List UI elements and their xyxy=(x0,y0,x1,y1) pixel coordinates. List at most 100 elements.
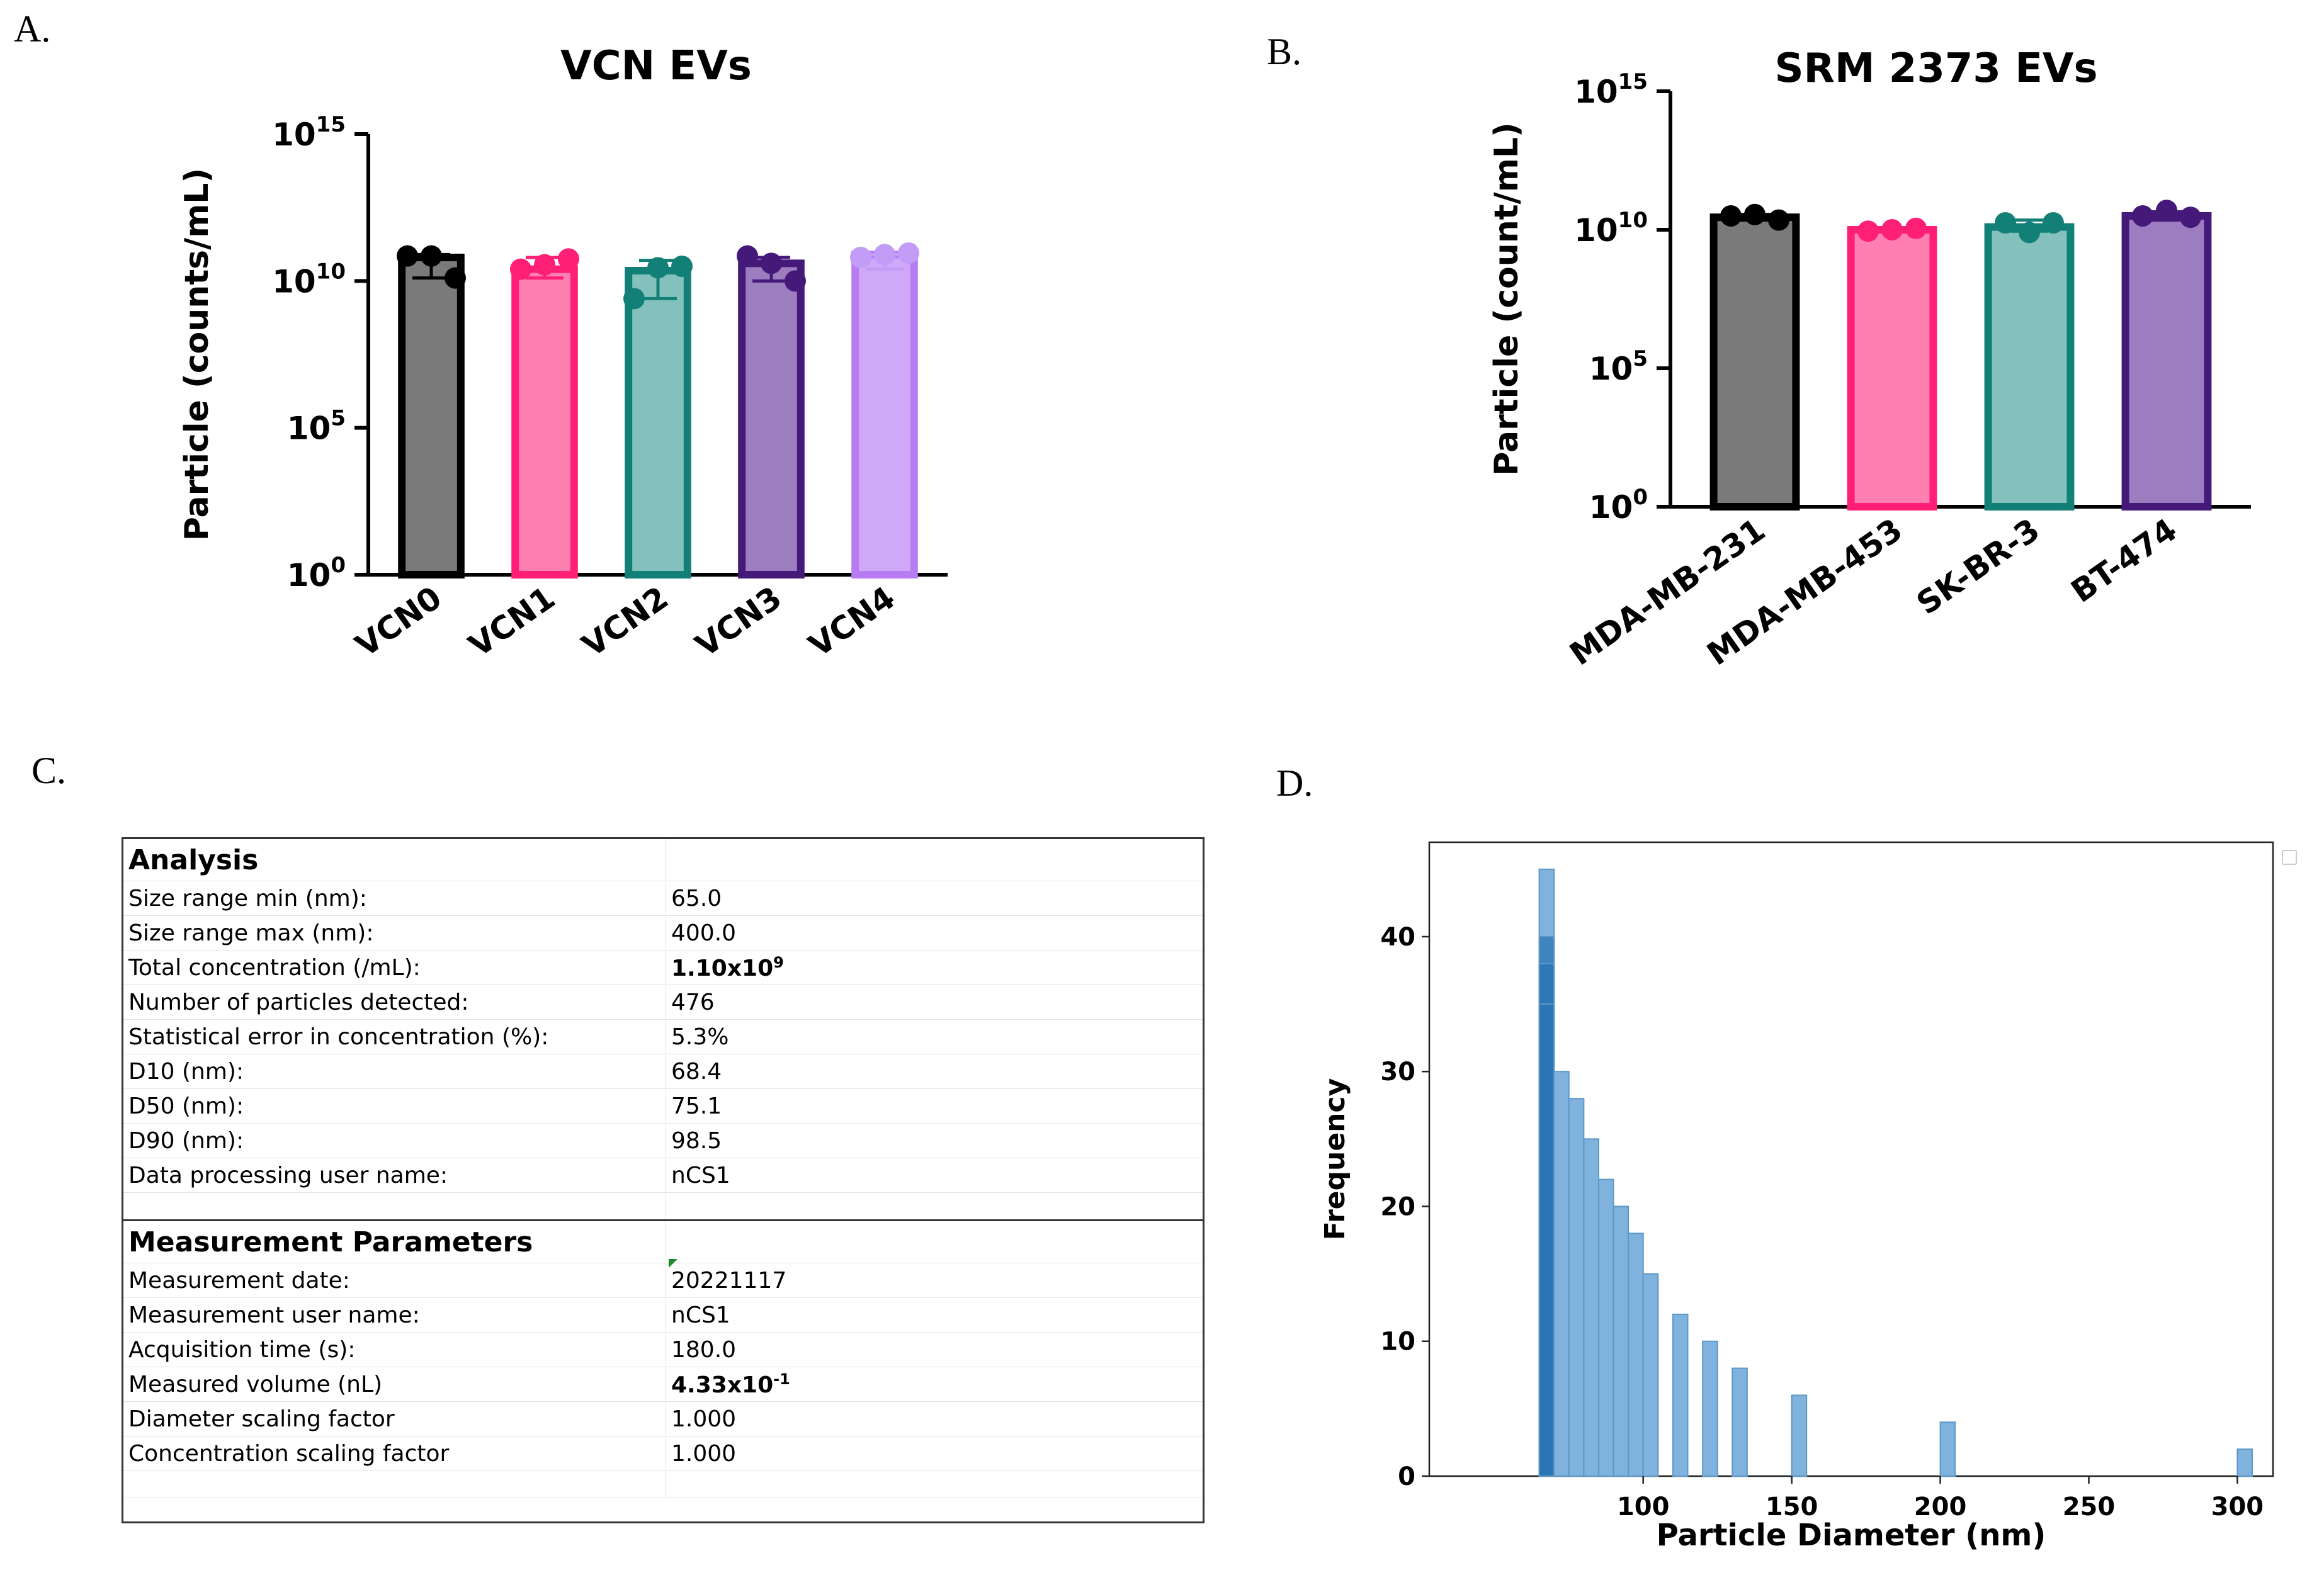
y-tick-base: 10 xyxy=(1574,74,1618,110)
chart-title: VCN EVs xyxy=(560,43,752,89)
table-value-exponent: -1 xyxy=(773,1370,790,1388)
data-point xyxy=(647,257,669,279)
chart-d-size-histogram: 100 150 200 250 300 0 10 20 30 40 Particle Diamete… xyxy=(1319,841,2274,1553)
y-tick-label: 20 xyxy=(1380,1192,1415,1221)
table-value-cell: 1.000 xyxy=(666,1401,1203,1436)
data-point xyxy=(2156,200,2177,222)
histogram-bar xyxy=(1791,1394,1808,1477)
data-point xyxy=(510,258,531,280)
y-axis-label: Particle (counts/mL) xyxy=(178,168,216,541)
legend-placeholder xyxy=(2282,850,2297,865)
table-label-cell: Data processing user name: xyxy=(123,1158,666,1193)
table-value-cell xyxy=(666,1192,1203,1221)
table-label-cell: Measurement date: xyxy=(123,1263,666,1298)
table-row: Diameter scaling factor 1.000 xyxy=(123,1401,1203,1436)
table-value-cell: 1.000 xyxy=(666,1436,1203,1471)
table-row: Total concentration (/mL): 1.10x109 xyxy=(123,950,1203,985)
y-tick-label: 105 xyxy=(287,406,346,447)
histogram-bar xyxy=(2236,1448,2253,1477)
data-point xyxy=(2132,205,2153,227)
table-label-cell: Measurement user name: xyxy=(123,1297,666,1333)
table-row: Number of particles detected: 476 xyxy=(123,985,1203,1020)
histogram-bar xyxy=(1702,1340,1718,1477)
y-axis-label: Particle (count/mL) xyxy=(1488,122,1526,475)
x-tick-label: 150 xyxy=(1766,1493,1818,1521)
table-label-cell: Concentration scaling factor xyxy=(123,1436,666,1471)
table-row: Measured volume (nL) 4.33x10-1 xyxy=(123,1367,1203,1402)
table-value-cell: 5.3% xyxy=(666,1019,1203,1054)
table-value-cell: 180.0 xyxy=(666,1332,1203,1367)
x-tick-label: VCN3 xyxy=(689,579,788,664)
x-tick-label: VCN2 xyxy=(575,579,675,664)
bar xyxy=(1847,226,1937,511)
nta-results-table: Analysis Size range min (nm): 65.0 Size ran… xyxy=(122,837,1205,1523)
table-row: Size range min (nm): 65.0 xyxy=(123,881,1203,916)
data-point xyxy=(397,245,418,267)
y-tick-base: 10 xyxy=(1574,212,1618,249)
y-tick-base: 10 xyxy=(1589,351,1633,387)
table-value-cell: 4.33x10-1 xyxy=(666,1367,1203,1402)
histogram-bar xyxy=(1939,1421,1956,1477)
y-tick-base: 10 xyxy=(287,410,331,447)
bar xyxy=(511,265,578,578)
histogram-bar xyxy=(1538,1003,1555,1477)
data-point xyxy=(558,248,579,270)
plot-frame xyxy=(1428,841,2274,1477)
data-point xyxy=(898,242,919,264)
table-value-cell: 1.10x109 xyxy=(666,950,1203,985)
data-point xyxy=(421,245,442,267)
table-row: Measurement Parameters xyxy=(123,1220,1203,1263)
histogram-bar xyxy=(1732,1367,1748,1477)
table-row xyxy=(123,1192,1203,1221)
bar xyxy=(738,259,805,578)
panel-label-c: C. xyxy=(31,750,67,791)
data-point xyxy=(2043,212,2064,234)
table-value: 5.3% xyxy=(671,1024,729,1050)
table-label-cell: D50 (nm): xyxy=(123,1088,666,1124)
table-value: 1.000 xyxy=(671,1406,737,1432)
table-label-cell: Statistical error in concentration (%): xyxy=(123,1019,666,1054)
histogram-bar xyxy=(1642,1273,1659,1477)
table-value-cell xyxy=(666,1470,1203,1498)
x-tick-label: VCN1 xyxy=(462,579,562,664)
data-point xyxy=(1905,217,1927,239)
y-tick-label: 0 xyxy=(1398,1462,1415,1491)
y-tick-label: 40 xyxy=(1380,923,1415,952)
table-label-cell: Diameter scaling factor xyxy=(123,1401,666,1436)
table-value-cell: 98.5 xyxy=(666,1123,1203,1158)
data-point xyxy=(1995,212,2016,234)
data-point xyxy=(1857,220,1879,242)
table-value-cell: 65.0 xyxy=(666,881,1203,916)
y-tick-exponent: 0 xyxy=(1633,485,1648,510)
table-value: 75.1 xyxy=(671,1093,722,1119)
y-tick-label: 105 xyxy=(1589,346,1648,387)
table-value-cell: 68.4 xyxy=(666,1054,1203,1089)
table-label-cell: Analysis xyxy=(123,839,666,881)
table-value: nCS1 xyxy=(671,1302,730,1328)
table-value: 68.4 xyxy=(671,1058,722,1085)
y-tick-base: 10 xyxy=(1589,489,1633,526)
table-row: Measurement user name: nCS1 xyxy=(123,1297,1203,1333)
table-value: 20221117 xyxy=(671,1267,787,1294)
data-point xyxy=(2019,222,2040,244)
y-tick-exponent: 5 xyxy=(331,406,346,431)
x-axis-label: Particle Diameter (nm) xyxy=(1657,1518,2046,1553)
data-point xyxy=(445,267,466,289)
x-tick-label: BT-474 xyxy=(2065,511,2184,609)
x-tick-label: 250 xyxy=(2063,1493,2116,1521)
data-point xyxy=(1720,205,1742,227)
bar xyxy=(1984,223,2075,511)
data-point xyxy=(874,244,895,266)
data-point xyxy=(623,288,645,310)
table-label-cell: Number of particles detected: xyxy=(123,985,666,1020)
panel-label-b: B. xyxy=(1267,31,1302,72)
y-tick-label: 1010 xyxy=(1574,208,1648,249)
x-tick-label: 200 xyxy=(1914,1493,1967,1521)
table-row: Analysis xyxy=(123,839,1203,881)
data-point xyxy=(761,252,782,274)
table-value-cell: 476 xyxy=(666,985,1203,1020)
histogram-bar xyxy=(1553,1071,1570,1477)
data-point xyxy=(737,245,758,267)
table-value: 65.0 xyxy=(671,885,722,911)
y-tick-exponent: 5 xyxy=(1633,346,1648,371)
